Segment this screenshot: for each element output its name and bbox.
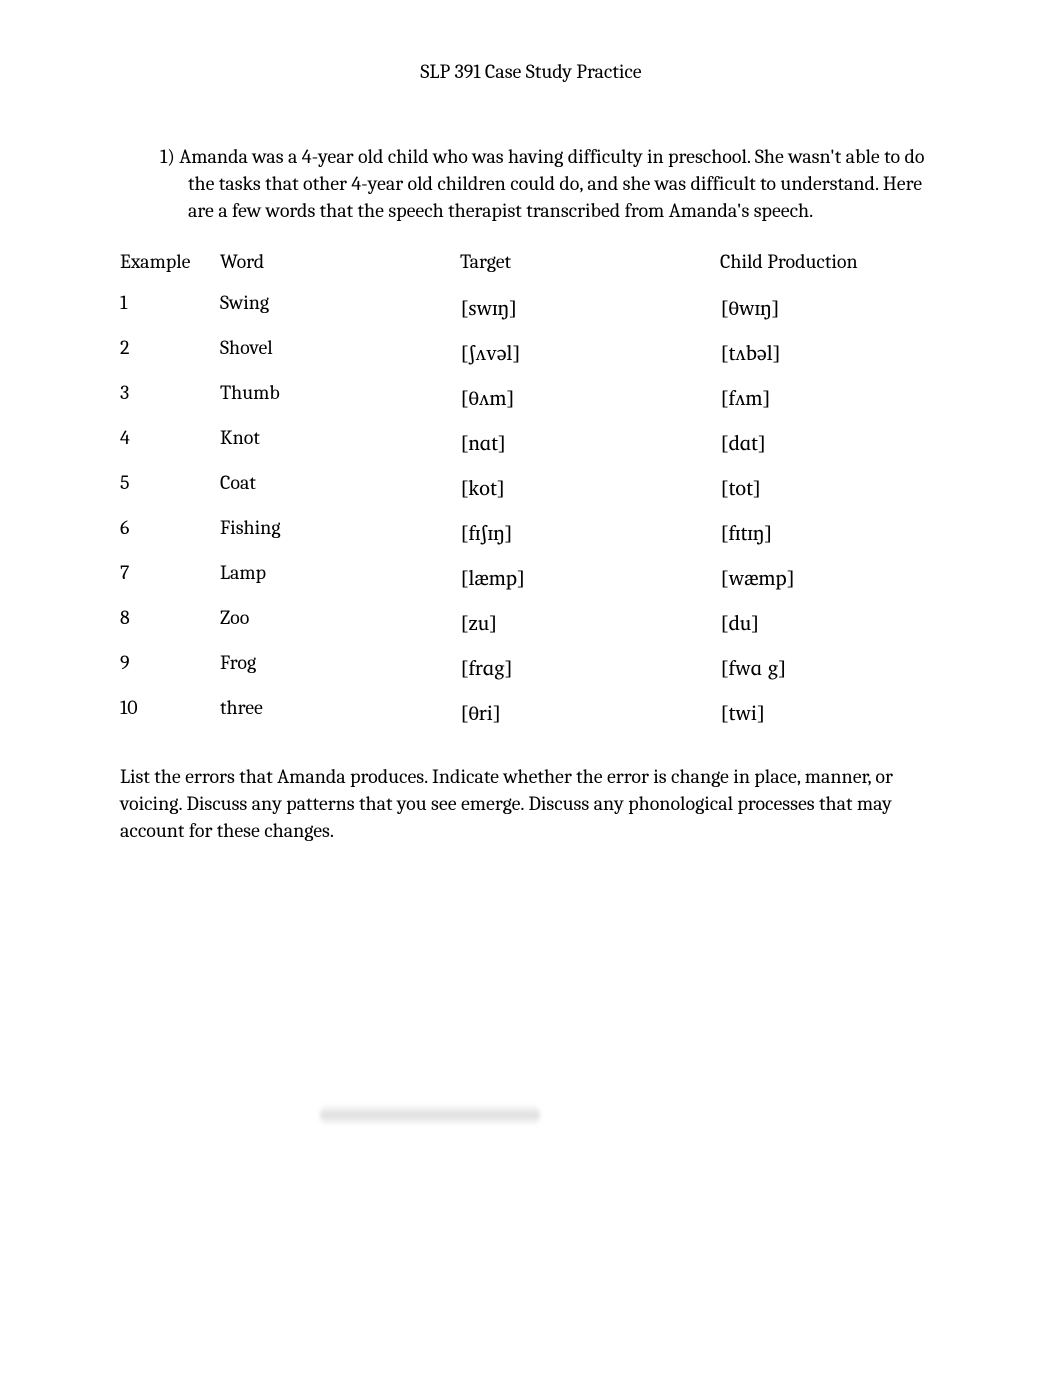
- cell-target: [kot]: [460, 471, 720, 504]
- cell-example: 9: [120, 651, 220, 674]
- cell-target: [fɪʃɪŋ]: [460, 516, 720, 549]
- table-row: 10 three [θri] [twi]: [120, 690, 942, 735]
- cell-example: 5: [120, 471, 220, 494]
- table-row: 4 Knot [nɑt] [dɑt]: [120, 420, 942, 465]
- cell-production: [θwɪŋ]: [720, 291, 942, 324]
- cell-production: [dɑt]: [720, 426, 942, 459]
- cell-production: [du]: [720, 606, 942, 639]
- page-artifact-smudge: [320, 1104, 540, 1126]
- cell-target: [frɑg]: [460, 651, 720, 684]
- table-row: 6 Fishing [fɪʃɪŋ] [fɪtɪŋ]: [120, 510, 942, 555]
- table-row: 3 Thumb [θʌm] [fʌm]: [120, 375, 942, 420]
- cell-target: [nɑt]: [460, 426, 720, 459]
- cell-example: 6: [120, 516, 220, 539]
- cell-example: 2: [120, 336, 220, 359]
- cell-example: 1: [120, 291, 220, 314]
- cell-production: [fɪtɪŋ]: [720, 516, 942, 549]
- cell-word: Frog: [220, 651, 460, 674]
- cell-production: [twi]: [720, 696, 942, 729]
- header-production: Child Production: [720, 250, 942, 273]
- cell-example: 8: [120, 606, 220, 629]
- cell-production: [tʌbəl]: [720, 336, 942, 369]
- header-example: Example: [120, 250, 220, 273]
- cell-target: [zu]: [460, 606, 720, 639]
- cell-example: 7: [120, 561, 220, 584]
- cell-word: Shovel: [220, 336, 460, 359]
- table-row: 9 Frog [frɑg] [fwɑ g]: [120, 645, 942, 690]
- case-prompt: 1) Amanda was a 4-year old child who was…: [160, 143, 932, 224]
- header-word: Word: [220, 250, 460, 273]
- cell-example: 10: [120, 696, 220, 719]
- cell-word: Swing: [220, 291, 460, 314]
- phonetics-table: Example Word Target Child Production 1 S…: [120, 244, 942, 735]
- header-target: Target: [460, 250, 720, 273]
- cell-word: Thumb: [220, 381, 460, 404]
- cell-example: 3: [120, 381, 220, 404]
- cell-target: [swɪŋ]: [460, 291, 720, 324]
- cell-example: 4: [120, 426, 220, 449]
- table-row: 8 Zoo [zu] [du]: [120, 600, 942, 645]
- cell-production: [tot]: [720, 471, 942, 504]
- table-row: 5 Coat [kot] [tot]: [120, 465, 942, 510]
- cell-production: [fwɑ g]: [720, 651, 942, 684]
- cell-word: Zoo: [220, 606, 460, 629]
- cell-word: three: [220, 696, 460, 719]
- page-title: SLP 391 Case Study Practice: [120, 60, 942, 83]
- table-row: 2 Shovel [ʃʌvəl] [tʌbəl]: [120, 330, 942, 375]
- cell-target: [læmp]: [460, 561, 720, 594]
- table-header-row: Example Word Target Child Production: [120, 244, 942, 285]
- page-artifact-wrap: [120, 1104, 942, 1128]
- cell-target: [θʌm]: [460, 381, 720, 414]
- cell-word: Coat: [220, 471, 460, 494]
- cell-word: Fishing: [220, 516, 460, 539]
- cell-production: [wæmp]: [720, 561, 942, 594]
- cell-word: Knot: [220, 426, 460, 449]
- table-row: 7 Lamp [læmp] [wæmp]: [120, 555, 942, 600]
- cell-word: Lamp: [220, 561, 460, 584]
- table-row: 1 Swing [swɪŋ] [θwɪŋ]: [120, 285, 942, 330]
- instructions-text: List the errors that Amanda produces. In…: [120, 763, 942, 844]
- cell-target: [ʃʌvəl]: [460, 336, 720, 369]
- cell-target: [θri]: [460, 696, 720, 729]
- cell-production: [fʌm]: [720, 381, 942, 414]
